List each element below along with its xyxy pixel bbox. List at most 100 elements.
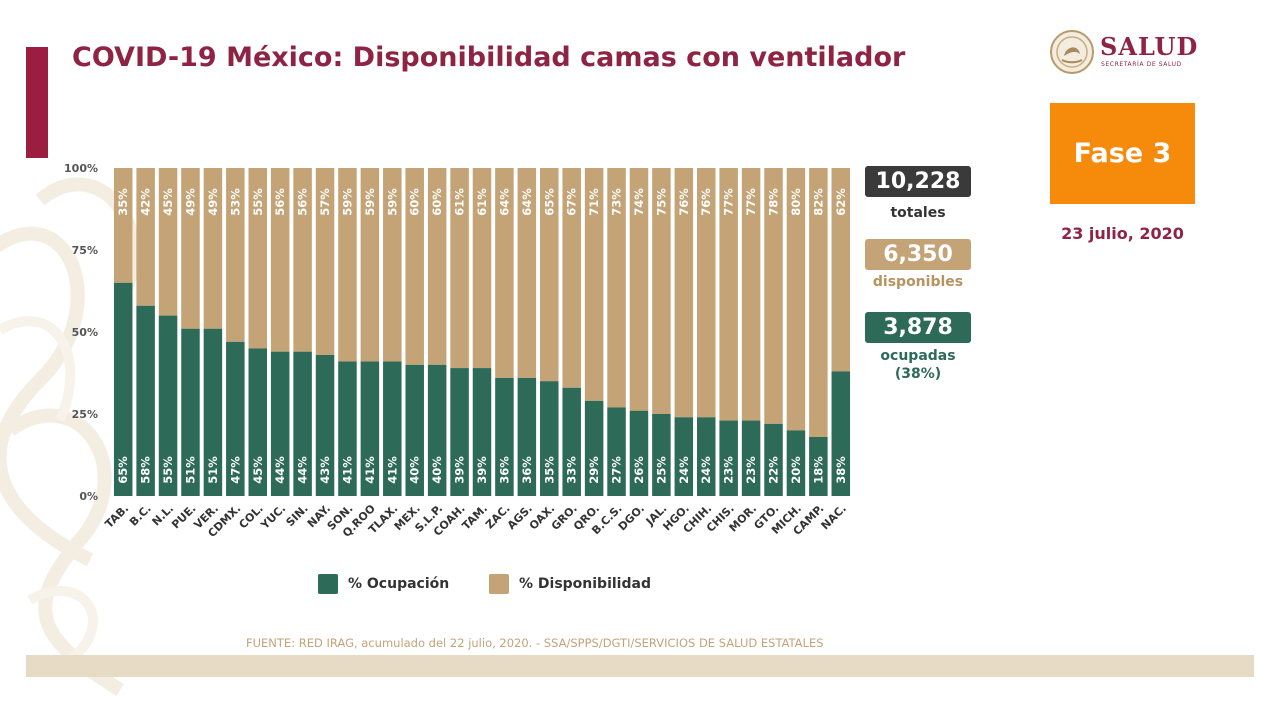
bar-disponibilidad (158, 168, 178, 316)
data-label-ocupacion: 20% (789, 456, 803, 484)
bar-disponibilidad (607, 168, 626, 408)
bar-disponibilidad (450, 168, 469, 369)
data-label-disponibilidad: 67% (565, 188, 579, 216)
x-tick-label: YUC. (258, 502, 289, 533)
data-label-ocupacion: 29% (587, 456, 601, 484)
phase-badge: Fase 3 (1050, 103, 1195, 204)
data-label-disponibilidad: 64% (520, 188, 534, 216)
data-label-ocupacion: 44% (273, 456, 287, 484)
bar-ocupacion (136, 305, 155, 496)
bar-ocupacion (562, 387, 581, 496)
available-beds-label: disponibles (872, 274, 964, 290)
bar-disponibilidad (360, 168, 380, 362)
footer-bar (26, 655, 1254, 677)
data-label-disponibilidad: 64% (497, 188, 511, 216)
bar-disponibilidad (293, 168, 312, 352)
data-label-ocupacion: 41% (385, 456, 399, 484)
data-label-disponibilidad: 53% (228, 188, 242, 216)
bar-disponibilidad (248, 168, 268, 349)
data-label-disponibilidad: 71% (587, 188, 601, 216)
bar-disponibilidad (652, 168, 671, 414)
bar-ocupacion (450, 368, 469, 496)
salud-logo: SALUD SECRETARÍA DE SALUD (1048, 28, 1208, 78)
bar-disponibilidad (315, 168, 335, 355)
bar-ocupacion (495, 377, 514, 496)
data-label-disponibilidad: 78% (767, 188, 781, 216)
bar-ocupacion (786, 430, 806, 496)
bar-ocupacion (696, 417, 716, 496)
bar-disponibilidad (495, 168, 514, 378)
bar-ocupacion (674, 417, 694, 496)
bar-disponibilidad (831, 168, 851, 372)
data-label-disponibilidad: 82% (811, 188, 825, 216)
bar-disponibilidad (338, 168, 357, 362)
bar-disponibilidad (427, 168, 447, 365)
data-label-ocupacion: 35% (542, 456, 556, 484)
bar-disponibilidad (540, 168, 559, 382)
data-label-disponibilidad: 60% (408, 188, 422, 216)
data-label-ocupacion: 23% (744, 456, 758, 484)
bar-disponibilidad (136, 168, 155, 306)
bar-disponibilidad (786, 168, 806, 431)
bar-ocupacion (270, 351, 290, 496)
data-label-ocupacion: 39% (475, 456, 489, 484)
data-label-disponibilidad: 74% (632, 188, 646, 216)
bar-ocupacion (181, 328, 200, 496)
data-label-ocupacion: 23% (722, 456, 736, 484)
data-label-ocupacion: 58% (139, 456, 153, 484)
data-label-disponibilidad: 59% (385, 188, 399, 216)
bar-ocupacion (293, 351, 312, 496)
data-label-ocupacion: 44% (296, 456, 310, 484)
occupied-beds-pct: (38%) (894, 366, 942, 382)
bar-ocupacion (383, 361, 402, 496)
data-label-ocupacion: 40% (430, 456, 444, 484)
data-label-ocupacion: 51% (206, 456, 220, 484)
data-label-ocupacion: 26% (632, 456, 646, 484)
legend-occupancy-label: % Ocupación (348, 576, 450, 592)
y-tick-label: 75% (72, 244, 98, 257)
data-label-ocupacion: 39% (453, 456, 467, 484)
data-label-ocupacion: 40% (408, 456, 422, 484)
report-date: 23 julio, 2020 (1061, 224, 1184, 243)
x-tick-label: SIN. (284, 502, 311, 529)
data-label-ocupacion: 24% (677, 456, 691, 484)
bar-disponibilidad (809, 168, 828, 437)
data-label-disponibilidad: 59% (340, 188, 354, 216)
data-label-ocupacion: 45% (251, 456, 265, 484)
bar-disponibilidad (517, 168, 537, 378)
bar-ocupacion (629, 410, 649, 496)
data-label-ocupacion: 38% (834, 456, 848, 484)
bar-disponibilidad (226, 168, 245, 342)
x-tick-label: COL. (236, 502, 265, 531)
bar-ocupacion (405, 364, 424, 496)
data-label-ocupacion: 22% (767, 456, 781, 484)
x-tick-label: TAB. (103, 502, 132, 531)
total-beds-value: 10,228 (865, 166, 971, 197)
data-label-ocupacion: 24% (699, 456, 713, 484)
data-label-ocupacion: 51% (183, 456, 197, 484)
bar-ocupacion (831, 371, 851, 496)
data-label-disponibilidad: 42% (139, 188, 153, 216)
x-tick-label: DGO. (616, 502, 647, 533)
x-tick-label: NAC. (819, 502, 849, 532)
bar-ocupacion (158, 315, 178, 496)
coat-of-arms-icon (1050, 30, 1094, 74)
logo-subtitle: SECRETARÍA DE SALUD (1101, 61, 1182, 68)
y-tick-label: 0% (79, 490, 98, 503)
data-label-ocupacion: 47% (228, 456, 242, 484)
x-tick-label: TAM. (460, 502, 491, 533)
data-label-disponibilidad: 49% (183, 188, 197, 216)
data-label-ocupacion: 18% (811, 456, 825, 484)
data-label-disponibilidad: 57% (318, 188, 332, 216)
data-label-disponibilidad: 80% (789, 188, 803, 216)
bar-disponibilidad (383, 168, 402, 362)
x-tick-label: PUE. (169, 502, 198, 531)
bar-ocupacion (764, 423, 783, 496)
data-label-disponibilidad: 61% (475, 188, 489, 216)
bar-ocupacion (540, 381, 559, 496)
data-label-ocupacion: 41% (363, 456, 377, 484)
bar-disponibilidad (562, 168, 581, 388)
data-label-ocupacion: 43% (318, 456, 332, 484)
bar-ocupacion (338, 361, 357, 496)
data-label-disponibilidad: 77% (722, 188, 736, 216)
